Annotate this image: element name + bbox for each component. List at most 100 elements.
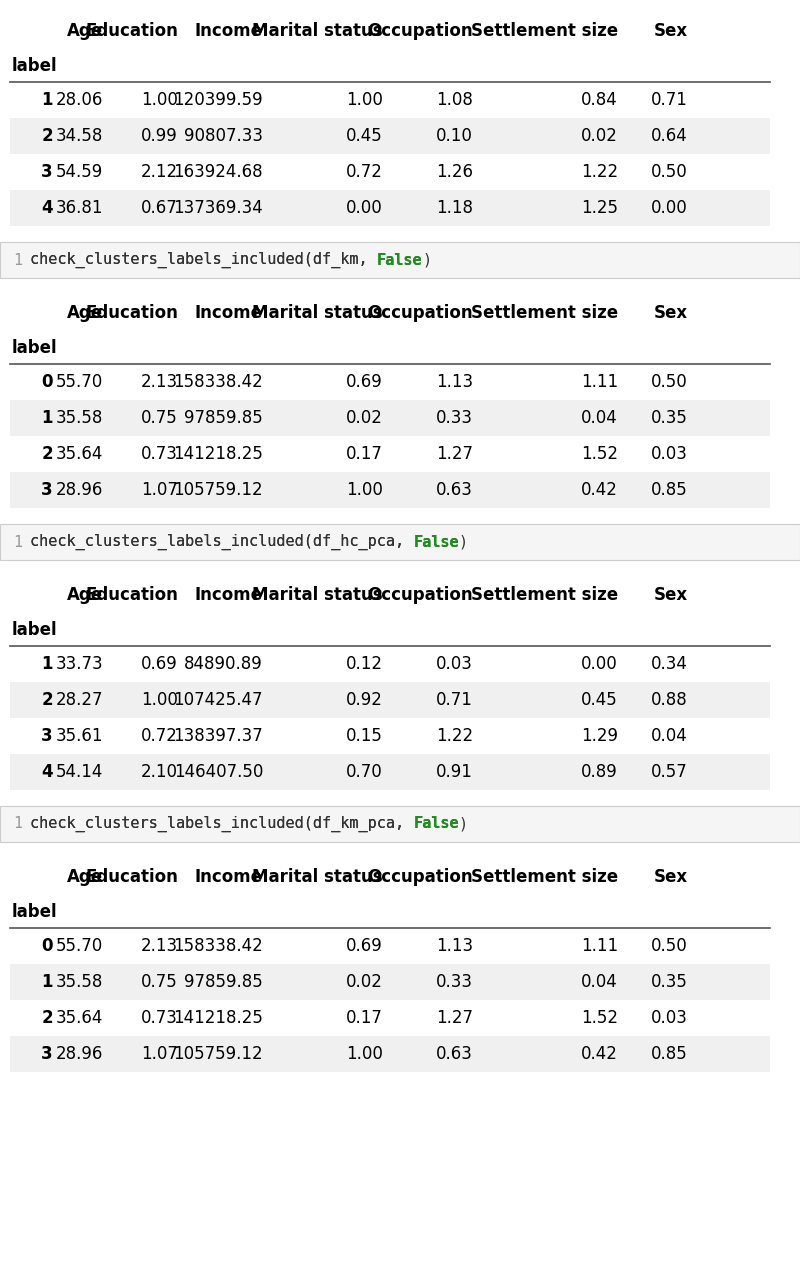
Text: 35.64: 35.64 (56, 444, 103, 462)
Text: 0.64: 0.64 (651, 128, 688, 146)
Text: Education: Education (85, 586, 178, 604)
Text: 0: 0 (42, 374, 53, 392)
Text: 2.13: 2.13 (141, 936, 178, 954)
Text: 0.72: 0.72 (141, 726, 178, 744)
Bar (0, 524, 800, 560)
Text: 0.35: 0.35 (651, 410, 688, 428)
Bar (0, 806, 800, 842)
Bar (10, 118, 770, 155)
Text: Sex: Sex (654, 586, 688, 604)
Text: Sex: Sex (654, 304, 688, 322)
Text: 0.50: 0.50 (651, 374, 688, 392)
Text: False: False (414, 817, 459, 832)
Text: 158338.42: 158338.42 (174, 374, 263, 392)
Text: 0.69: 0.69 (142, 656, 178, 674)
Text: 0.02: 0.02 (346, 410, 383, 428)
Text: 1.18: 1.18 (436, 200, 473, 216)
Text: False: False (377, 252, 422, 268)
Text: 0.35: 0.35 (651, 972, 688, 990)
Text: 1: 1 (42, 972, 53, 990)
Text: 0.67: 0.67 (142, 200, 178, 216)
Text: Age: Age (67, 304, 103, 322)
Text: 120399.59: 120399.59 (174, 91, 263, 109)
Bar (0, 242, 800, 278)
Text: 0.71: 0.71 (436, 690, 473, 708)
Text: 35.58: 35.58 (56, 410, 103, 428)
Bar (10, 999, 770, 1036)
Text: 1.13: 1.13 (436, 374, 473, 392)
Text: 1.00: 1.00 (346, 480, 383, 498)
Text: 1: 1 (42, 91, 53, 109)
Text: False: False (377, 252, 422, 268)
Text: 1.26: 1.26 (436, 164, 473, 182)
Text: 0.89: 0.89 (582, 762, 618, 781)
Text: Marital status: Marital status (252, 868, 383, 886)
Text: 35.58: 35.58 (56, 972, 103, 990)
Text: 0.84: 0.84 (582, 91, 618, 109)
Text: 0.33: 0.33 (436, 410, 473, 428)
Text: 2.10: 2.10 (141, 762, 178, 781)
Text: 1.00: 1.00 (141, 91, 178, 109)
Text: 0.03: 0.03 (651, 444, 688, 462)
Text: 0.00: 0.00 (582, 656, 618, 674)
Text: 3: 3 (42, 164, 53, 182)
Text: 3: 3 (42, 1045, 53, 1063)
Bar (10, 191, 770, 225)
Text: Income: Income (195, 304, 263, 322)
Bar (10, 963, 770, 999)
Text: 1: 1 (13, 252, 22, 268)
Text: ): ) (422, 252, 431, 268)
Text: 3: 3 (42, 726, 53, 744)
Text: 0.85: 0.85 (651, 1045, 688, 1063)
Text: 1: 1 (42, 410, 53, 428)
Text: 0.17: 0.17 (346, 1009, 383, 1027)
Text: Occupation: Occupation (367, 22, 473, 40)
Text: 0.71: 0.71 (651, 91, 688, 109)
Text: 0.75: 0.75 (142, 410, 178, 428)
Text: 0.42: 0.42 (581, 1045, 618, 1063)
Bar (10, 437, 770, 471)
Text: False: False (414, 817, 459, 832)
Text: 1.27: 1.27 (436, 444, 473, 462)
Text: 54.59: 54.59 (56, 164, 103, 182)
Text: 1.11: 1.11 (581, 936, 618, 954)
Text: 0: 0 (42, 936, 53, 954)
Text: 0.03: 0.03 (436, 656, 473, 674)
Text: 90807.33: 90807.33 (184, 128, 263, 146)
Text: Sex: Sex (654, 868, 688, 886)
Bar (10, 155, 770, 191)
Text: 0.04: 0.04 (582, 972, 618, 990)
Text: 163924.68: 163924.68 (174, 164, 263, 182)
Text: 2: 2 (42, 690, 53, 708)
Text: 0.91: 0.91 (436, 762, 473, 781)
Text: 2.13: 2.13 (141, 374, 178, 392)
Text: 0.85: 0.85 (651, 480, 688, 498)
Text: ): ) (459, 535, 468, 550)
Text: 0.45: 0.45 (582, 690, 618, 708)
Text: label: label (12, 903, 58, 921)
Text: 0.63: 0.63 (436, 480, 473, 498)
Text: 107425.47: 107425.47 (174, 690, 263, 708)
Text: 1.07: 1.07 (141, 1045, 178, 1063)
Text: 0.17: 0.17 (346, 444, 383, 462)
Text: 0.57: 0.57 (651, 762, 688, 781)
Text: 0.02: 0.02 (346, 972, 383, 990)
Text: 0.69: 0.69 (346, 936, 383, 954)
Text: 0.99: 0.99 (142, 128, 178, 146)
Text: label: label (12, 57, 58, 75)
Text: 138397.37: 138397.37 (174, 726, 263, 744)
Text: 1.52: 1.52 (581, 1009, 618, 1027)
Text: 2: 2 (42, 128, 53, 146)
Text: False: False (414, 535, 459, 550)
Text: 1.22: 1.22 (581, 164, 618, 182)
Text: 0.34: 0.34 (651, 656, 688, 674)
Text: Occupation: Occupation (367, 586, 473, 604)
Text: Income: Income (195, 868, 263, 886)
Text: label: label (12, 621, 58, 639)
Text: 36.81: 36.81 (55, 200, 103, 216)
Text: 0.45: 0.45 (346, 128, 383, 146)
Text: 28.06: 28.06 (56, 91, 103, 109)
Text: 1.52: 1.52 (581, 444, 618, 462)
Text: 0.00: 0.00 (346, 200, 383, 216)
Text: label: label (12, 339, 58, 357)
